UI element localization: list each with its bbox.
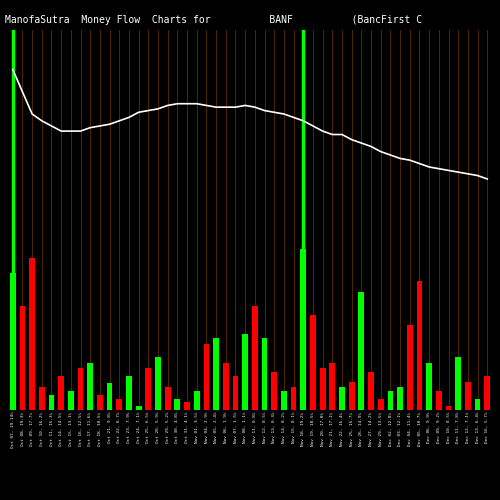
- Bar: [456, 357, 461, 410]
- Bar: [262, 338, 268, 410]
- Bar: [358, 292, 364, 410]
- Bar: [272, 372, 277, 410]
- Bar: [281, 391, 287, 410]
- Bar: [378, 398, 384, 410]
- Bar: [416, 281, 422, 410]
- Bar: [474, 398, 480, 410]
- Bar: [242, 334, 248, 410]
- Bar: [436, 391, 442, 410]
- Bar: [97, 395, 103, 410]
- Bar: [58, 376, 64, 410]
- Bar: [407, 324, 412, 410]
- Bar: [174, 398, 180, 410]
- Bar: [290, 387, 296, 410]
- Bar: [446, 406, 452, 410]
- Bar: [339, 387, 345, 410]
- Bar: [116, 398, 122, 410]
- Bar: [388, 391, 394, 410]
- Bar: [68, 391, 74, 410]
- Bar: [146, 368, 151, 410]
- Bar: [20, 306, 26, 410]
- Bar: [330, 362, 335, 410]
- Bar: [310, 315, 316, 410]
- Bar: [106, 384, 112, 410]
- Bar: [184, 402, 190, 410]
- Bar: [397, 387, 403, 410]
- Bar: [368, 372, 374, 410]
- Text: ManofaSutra  Money Flow  Charts for          BANF          (BancFirst C: ManofaSutra Money Flow Charts for BANF (…: [5, 15, 422, 25]
- Bar: [78, 368, 84, 410]
- Bar: [194, 391, 200, 410]
- Bar: [213, 338, 219, 410]
- Bar: [232, 376, 238, 410]
- Bar: [88, 362, 93, 410]
- Bar: [10, 273, 16, 410]
- Bar: [349, 382, 354, 410]
- Bar: [48, 395, 54, 410]
- Bar: [252, 306, 258, 410]
- Bar: [29, 258, 35, 410]
- Bar: [426, 362, 432, 410]
- Bar: [204, 344, 210, 410]
- Bar: [320, 368, 326, 410]
- Bar: [484, 376, 490, 410]
- Bar: [165, 387, 170, 410]
- Bar: [39, 387, 44, 410]
- Bar: [126, 376, 132, 410]
- Bar: [155, 357, 161, 410]
- Bar: [136, 406, 141, 410]
- Bar: [223, 362, 228, 410]
- Bar: [300, 248, 306, 410]
- Bar: [465, 382, 471, 410]
